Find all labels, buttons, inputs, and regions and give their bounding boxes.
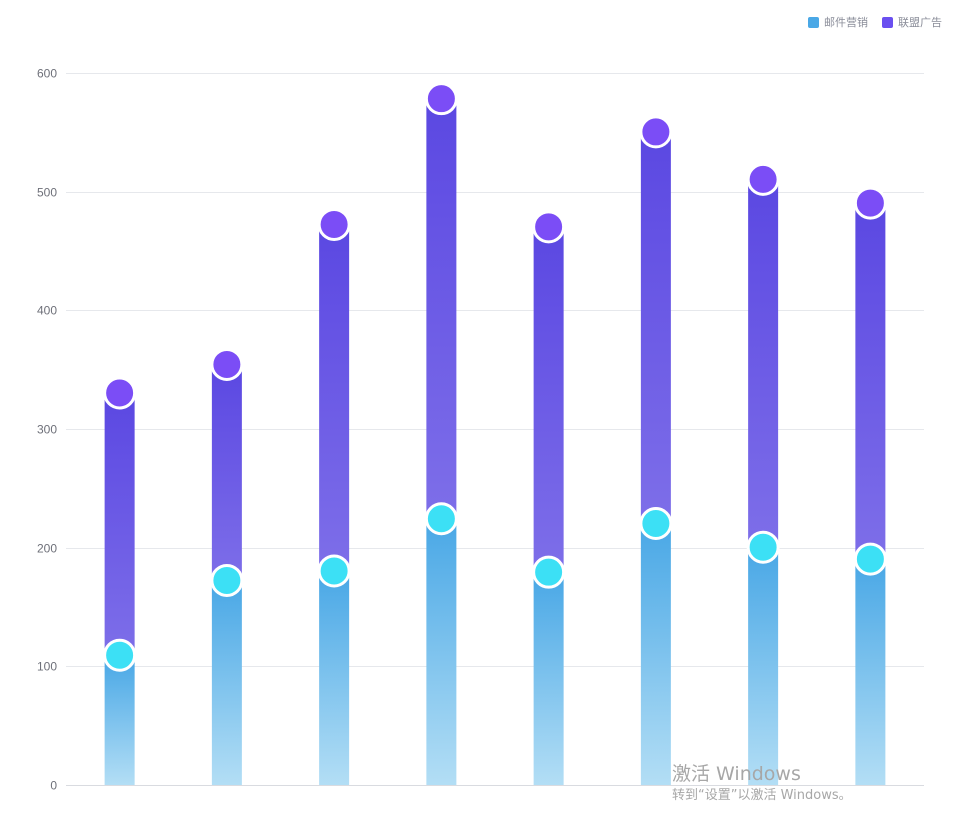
marker-alliance-ads-1 <box>103 376 137 410</box>
y-tick-label-500: 500 <box>37 186 57 200</box>
bar-alliance-ads-6 <box>640 135 671 528</box>
marker-alliance-ads-8 <box>853 186 887 220</box>
grid-lines <box>66 73 924 786</box>
marker-email-marketing-3 <box>317 554 351 588</box>
bar-email-marketing-6 <box>640 527 671 785</box>
y-tick-label-600: 600 <box>37 67 57 81</box>
bar-email-marketing-1 <box>104 659 135 785</box>
marker-email-marketing-2 <box>210 563 244 597</box>
bar-email-marketing-5 <box>533 576 564 785</box>
y-tick-label-0: 0 <box>50 779 57 793</box>
bar-alliance-ads-4 <box>426 102 457 523</box>
legend-label-email-marketing[interactable]: 邮件营销 <box>824 15 868 29</box>
marker-alliance-ads-2 <box>210 347 244 381</box>
y-tick-label-200: 200 <box>37 542 57 556</box>
legend-swatch-alliance-ads[interactable] <box>882 17 893 28</box>
bar-alliance-ads-1 <box>104 396 135 660</box>
marker-alliance-ads-4 <box>424 82 458 116</box>
marker-email-marketing-5 <box>532 555 566 589</box>
marker-alliance-ads-6 <box>639 115 673 149</box>
bar-alliance-ads-5 <box>533 230 564 577</box>
marker-email-marketing-4 <box>424 502 458 536</box>
y-tick-label-300: 300 <box>37 423 57 437</box>
bar-email-marketing-7 <box>748 551 779 785</box>
legend-swatch-email-marketing[interactable] <box>808 17 819 28</box>
y-tick-label-100: 100 <box>37 660 57 674</box>
marker-alliance-ads-5 <box>532 210 566 244</box>
legend[interactable]: 邮件营销 联盟广告 <box>808 15 942 29</box>
bar-alliance-ads-7 <box>748 183 779 552</box>
marker-email-marketing-8 <box>853 542 887 576</box>
bar-email-marketing-8 <box>855 563 886 785</box>
marker-alliance-ads-3 <box>317 207 351 241</box>
marker-alliance-ads-7 <box>746 162 780 196</box>
y-tick-label-400: 400 <box>37 304 57 318</box>
bar-email-marketing-4 <box>426 522 457 785</box>
bar-alliance-ads-3 <box>319 228 350 575</box>
y-axis-tick-labels: 0 100 200 300 400 500 600 <box>37 67 57 793</box>
marker-email-marketing-1 <box>103 638 137 672</box>
marker-email-marketing-6 <box>639 506 673 540</box>
bar-alliance-ads-2 <box>211 368 242 585</box>
bar-email-marketing-2 <box>211 584 242 785</box>
bar-end-markers <box>103 82 887 672</box>
bar-alliance-ads-8 <box>855 207 886 564</box>
bar-series <box>104 102 886 785</box>
bar-email-marketing-3 <box>319 574 350 785</box>
legend-label-alliance-ads[interactable]: 联盟广告 <box>898 16 942 29</box>
marker-email-marketing-7 <box>746 530 780 564</box>
